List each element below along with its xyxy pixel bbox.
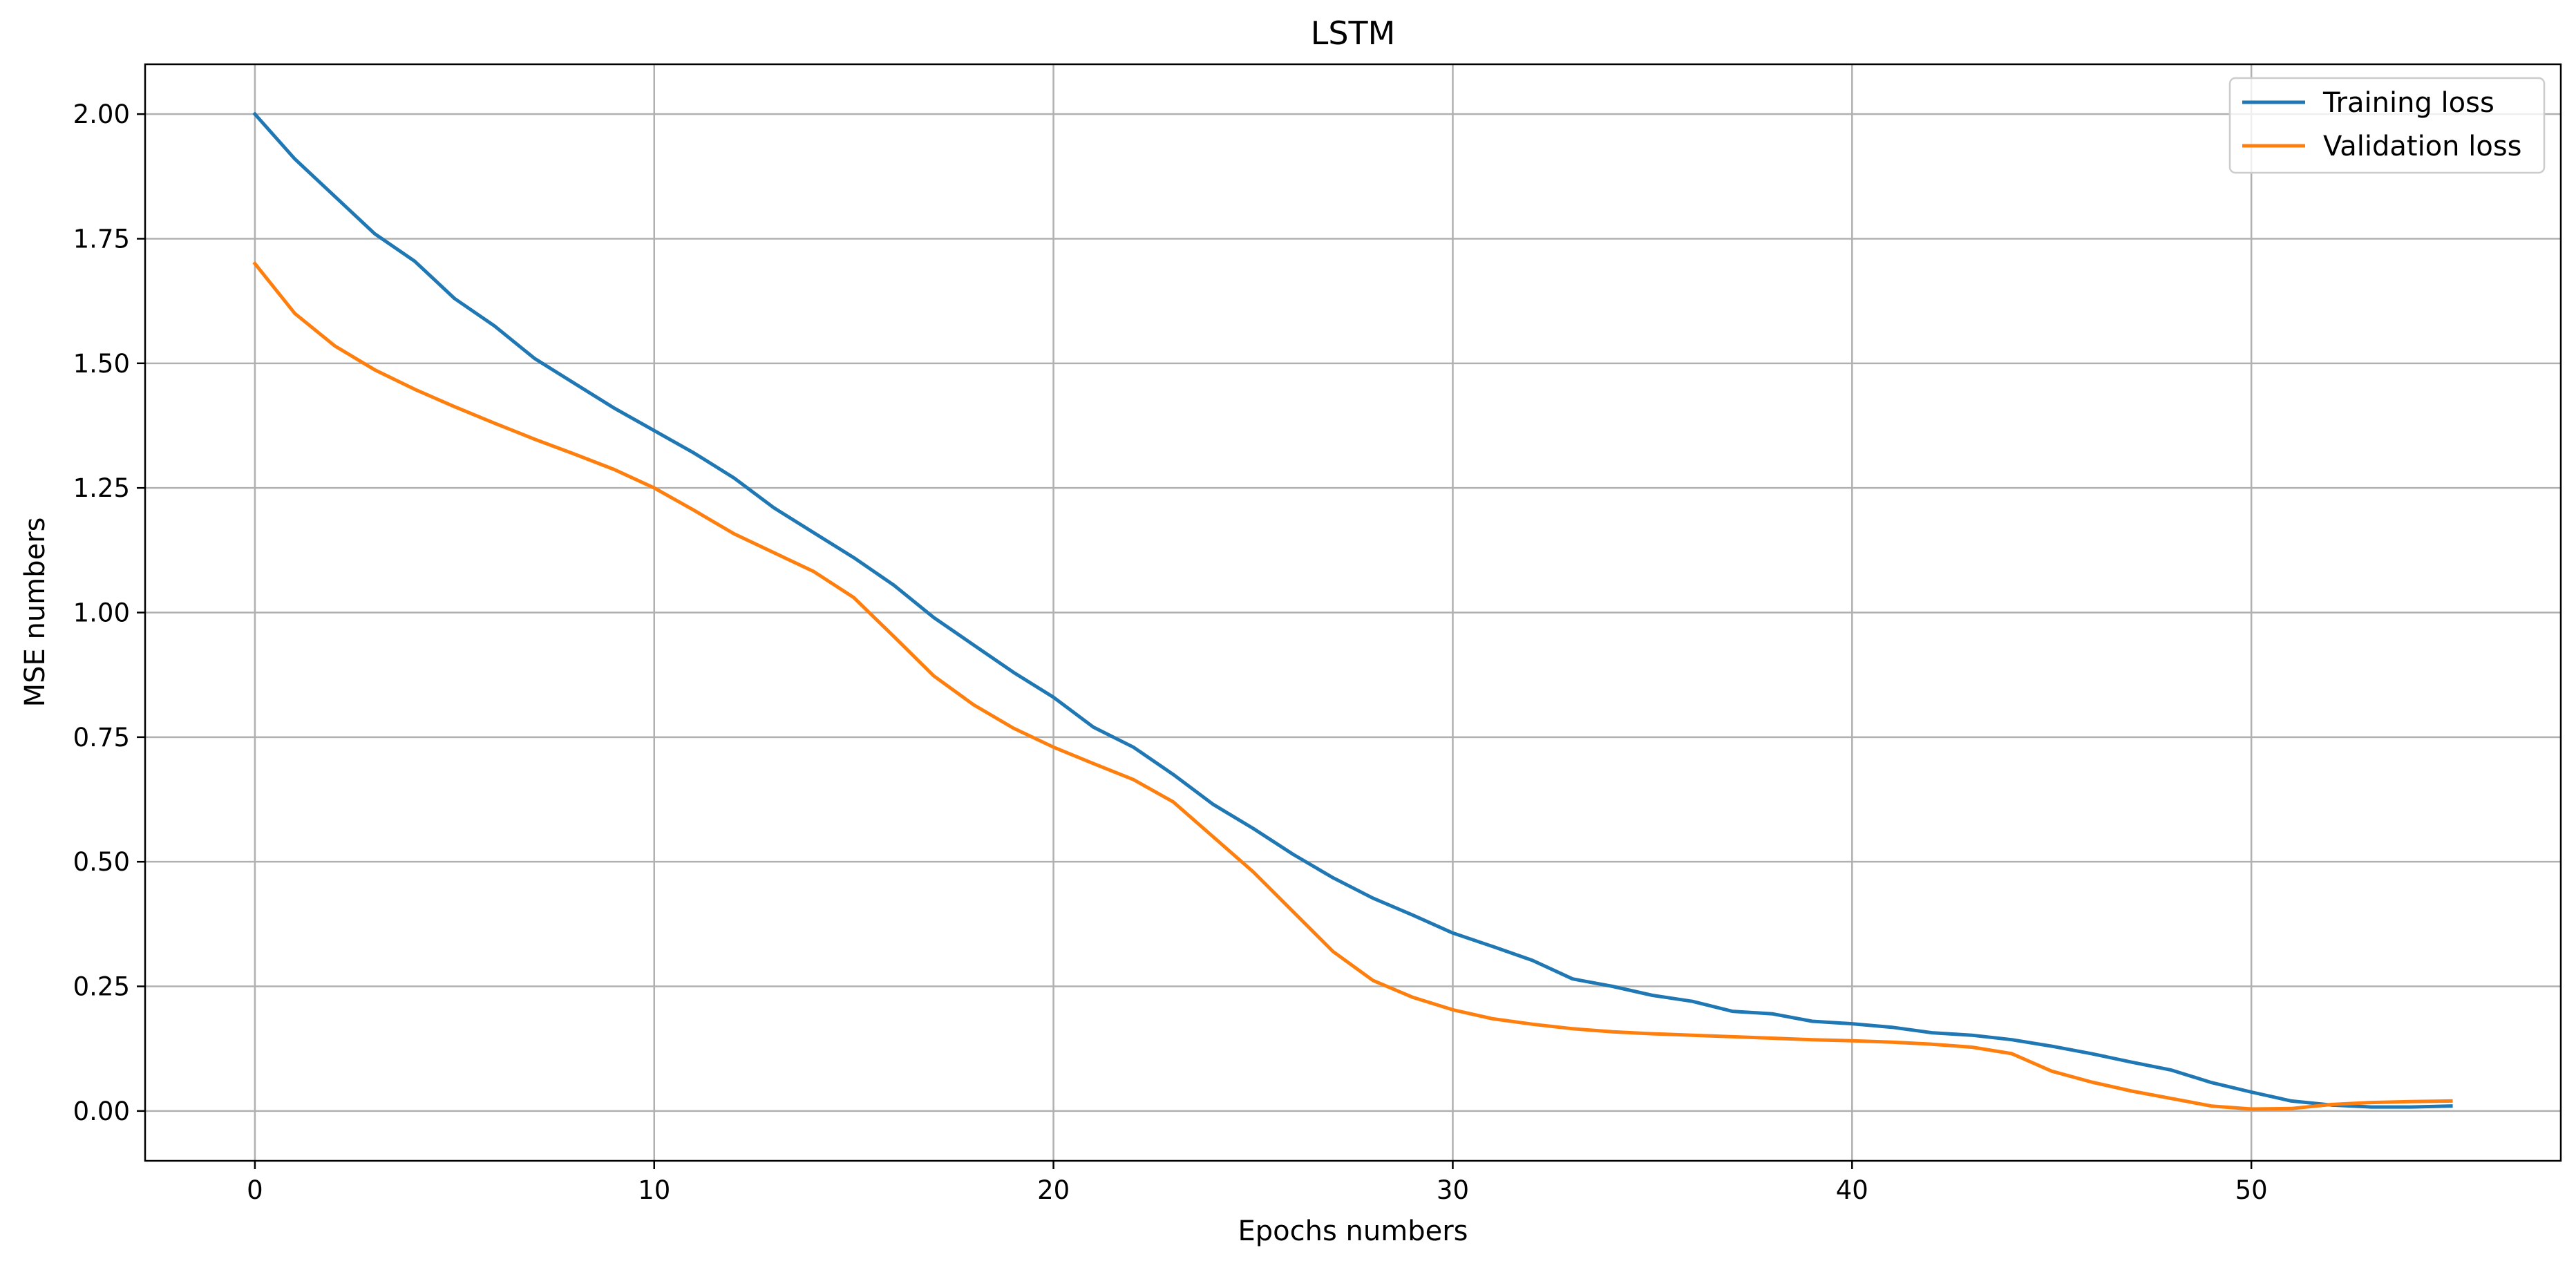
y-tick-label: 1.25 (73, 473, 130, 503)
y-tick-label: 0.75 (73, 723, 130, 752)
x-tick-label: 50 (2235, 1175, 2268, 1205)
series-line-training-loss (252, 111, 2453, 1109)
y-tick-label: 1.00 (73, 598, 130, 628)
x-tick-label: 20 (1037, 1175, 1070, 1205)
x-axis-ticks: 0 10 20 30 40 50 (247, 1161, 2268, 1205)
y-tick-label: 1.75 (73, 224, 130, 254)
y-axis-label: MSE numbers (19, 518, 51, 708)
y-tick-label: 0.25 (73, 972, 130, 1002)
series-line-validation-loss (252, 260, 2453, 1111)
legend-label-validation-loss: Validation loss (2323, 131, 2522, 162)
legend-box (2228, 77, 2546, 174)
x-tick-label: 40 (1836, 1175, 1868, 1205)
series-layer (252, 111, 2453, 1111)
y-axis-ticks: 0.00 0.25 0.50 0.75 1.00 1.25 1.50 1.75 2.00 (73, 99, 145, 1126)
x-tick-label: 0 (247, 1175, 263, 1205)
y-tick-label: 1.50 (73, 349, 130, 379)
y-tick-label: 0.50 (73, 847, 130, 877)
y-tick-label: 2.00 (73, 99, 130, 129)
y-tick-label: 0.00 (73, 1097, 130, 1126)
grid (145, 64, 2561, 1161)
legend-label-training-loss: Training loss (2322, 87, 2494, 119)
x-tick-label: 10 (638, 1175, 670, 1205)
chart-title: LSTM (1311, 15, 1396, 52)
legend: Training loss Validation loss (2228, 77, 2546, 174)
x-axis-label: Epochs numbers (1238, 1215, 1468, 1247)
x-tick-label: 30 (1437, 1175, 1469, 1205)
